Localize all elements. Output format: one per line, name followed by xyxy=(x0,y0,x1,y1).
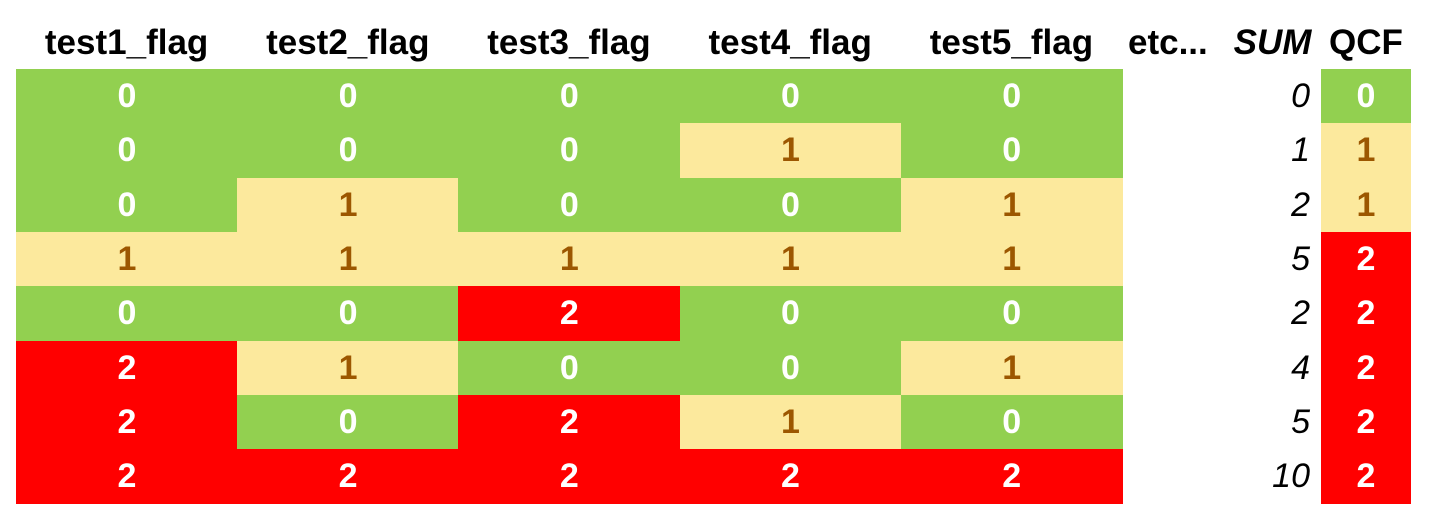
flag-cell-r6-c3: 0 xyxy=(458,340,681,396)
flag-cell-r4-c3: 1 xyxy=(458,231,681,287)
flag-cell-r3-c3: 0 xyxy=(458,177,681,233)
flag-cell-r4-c4: 1 xyxy=(679,231,902,287)
column-header-test1-flag: test1_flag xyxy=(44,23,209,62)
flag-cell-r1-c5: 0 xyxy=(900,69,1123,124)
flag-cell-r3-c2: 1 xyxy=(237,177,459,233)
qcf-cell-r2: 1 xyxy=(1321,123,1411,179)
qcf-cell-r1: 0 xyxy=(1321,69,1411,124)
flag-cell-r2-c4: 1 xyxy=(679,123,902,179)
flag-cell-r5-c2: 0 xyxy=(237,286,459,341)
flag-cell-r6-c4: 0 xyxy=(679,340,902,396)
flag-cell-r7-c1: 2 xyxy=(16,394,238,450)
column-header-test3-flag: test3_flag xyxy=(487,23,651,62)
sum-header: SUM xyxy=(1233,23,1312,62)
flag-cell-r6-c5: 1 xyxy=(900,340,1123,396)
sum-cell-r5: 2 xyxy=(1291,294,1310,333)
qcf-cell-r8: 2 xyxy=(1321,449,1411,504)
flag-cell-r3-c5: 1 xyxy=(900,177,1123,233)
qcf-cell-r5: 2 xyxy=(1321,286,1411,341)
flag-cell-r8-c1: 2 xyxy=(16,449,238,504)
sum-cell-r4: 5 xyxy=(1291,239,1310,278)
qcf-cell-r6: 2 xyxy=(1321,340,1411,396)
flag-cell-r7-c5: 0 xyxy=(900,394,1123,450)
qcf-cell-r7: 2 xyxy=(1321,394,1411,450)
flag-cell-r7-c3: 2 xyxy=(458,394,681,450)
column-header-test2-flag: test2_flag xyxy=(266,23,430,62)
flag-cell-r8-c2: 2 xyxy=(237,449,459,504)
flag-cell-r1-c2: 0 xyxy=(237,69,459,124)
flag-cell-r4-c5: 1 xyxy=(900,231,1123,287)
sum-cell-r3: 2 xyxy=(1291,185,1310,224)
flag-cell-r7-c2: 0 xyxy=(237,394,459,450)
sum-cell-r2: 1 xyxy=(1291,131,1310,170)
sum-cell-r7: 5 xyxy=(1291,402,1310,441)
qcf-cell-r3: 1 xyxy=(1321,177,1411,233)
flag-cell-r5-c1: 0 xyxy=(16,286,238,341)
flag-cell-r1-c4: 0 xyxy=(679,69,902,124)
sum-cell-r1: 0 xyxy=(1291,77,1310,115)
flag-cell-r5-c3: 2 xyxy=(458,286,681,341)
flag-cell-r4-c1: 1 xyxy=(16,231,238,287)
flag-cell-r1-c3: 0 xyxy=(458,69,681,124)
sum-cell-r6: 4 xyxy=(1291,348,1310,387)
flag-cell-r2-c5: 0 xyxy=(900,123,1123,179)
flag-cell-r3-c4: 0 xyxy=(679,177,902,233)
flag-cell-r7-c4: 1 xyxy=(679,394,902,450)
flag-cell-r2-c2: 0 xyxy=(237,123,459,179)
qcf-cell-r4: 2 xyxy=(1321,231,1411,287)
flag-cell-r8-c3: 2 xyxy=(458,449,681,504)
column-header-test4-flag: test4_flag xyxy=(708,23,872,62)
flag-cell-r6-c2: 1 xyxy=(237,340,459,396)
flag-cell-r8-c5: 2 xyxy=(900,449,1123,504)
flag-cell-r6-c1: 2 xyxy=(16,340,238,396)
sum-cell-r8: 10 xyxy=(1272,457,1310,496)
flag-cell-r5-c5: 0 xyxy=(900,286,1123,341)
flag-cell-r2-c3: 0 xyxy=(458,123,681,179)
flag-cell-r1-c1: 0 xyxy=(16,69,238,124)
etc-header: etc... xyxy=(1128,23,1208,62)
column-header-test5-flag: test5_flag xyxy=(929,23,1094,62)
flag-cell-r3-c1: 0 xyxy=(16,177,238,233)
flag-cell-r8-c4: 2 xyxy=(679,449,902,504)
flag-cell-r4-c2: 1 xyxy=(237,231,459,287)
flag-cell-r2-c1: 0 xyxy=(16,123,238,179)
qcf-header: QCF xyxy=(1329,23,1403,62)
flag-cell-r5-c4: 0 xyxy=(679,286,902,341)
